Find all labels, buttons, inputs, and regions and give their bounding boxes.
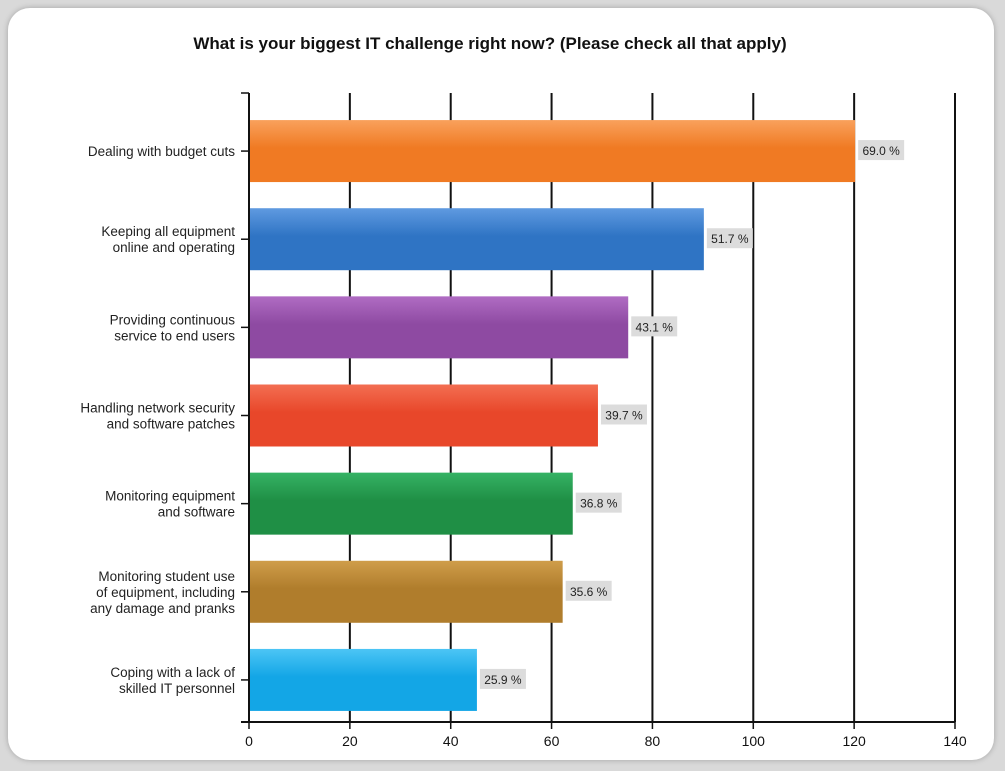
category-label: Keeping all equipment online and operatin… [101, 224, 235, 255]
category-label: Monitoring student use of equipment, incl… [90, 569, 235, 616]
x-tick-label: 80 [645, 733, 661, 749]
x-tick-label: 40 [443, 733, 459, 749]
data-label-box [858, 140, 905, 161]
x-tick-label: 100 [742, 733, 766, 749]
category-label: Handling network security and software pa… [80, 401, 235, 432]
category-label: Coping with a lack of skilled IT personne… [110, 665, 235, 696]
data-label-box [706, 228, 753, 249]
labels: 0 20 40 60 80 100 120 140 Dealing with budget cu… [80, 140, 967, 749]
data-label-box [575, 492, 622, 513]
axes [241, 92, 956, 729]
data-label: 35.6 % [570, 585, 608, 599]
category-label: Dealing with budget cuts [88, 144, 235, 159]
data-label: 39.7 % [605, 409, 643, 423]
data-label-box [631, 316, 678, 337]
bars [250, 120, 856, 711]
data-label: 69.0 % [862, 144, 900, 158]
data-label: 25.9 % [484, 673, 522, 687]
data-label-box [479, 668, 526, 689]
bar [250, 384, 598, 447]
bar [250, 208, 704, 271]
x-tick-label: 140 [943, 733, 967, 749]
x-tick-label: 120 [842, 733, 866, 749]
bar [250, 120, 856, 183]
data-label-box [565, 580, 612, 601]
data-label: 43.1 % [636, 320, 674, 334]
x-tick-label: 60 [544, 733, 560, 749]
data-label-box [600, 404, 647, 425]
bar [250, 296, 629, 359]
bar [250, 472, 573, 535]
data-label: 36.8 % [580, 497, 618, 511]
category-label: Providing continuous service to end users [110, 312, 236, 343]
bar [250, 560, 563, 623]
x-tick-label: 20 [342, 733, 358, 749]
chart-title: What is your biggest IT challenge right … [193, 34, 787, 53]
bar [250, 648, 477, 711]
category-label: Monitoring equipment and software [105, 489, 235, 520]
x-tick-label: 0 [245, 733, 253, 749]
data-label: 51.7 % [711, 232, 749, 246]
